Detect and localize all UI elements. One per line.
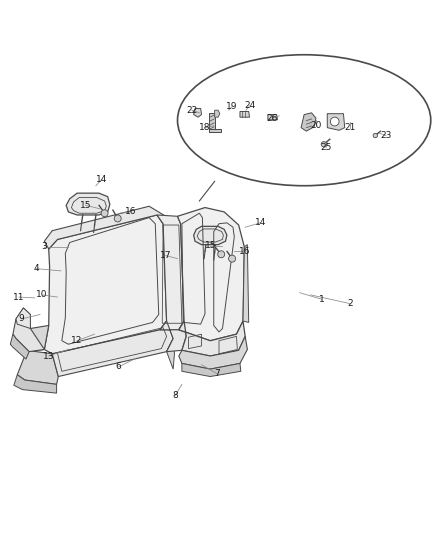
Polygon shape	[240, 111, 250, 117]
Text: 16: 16	[125, 207, 137, 216]
Text: 26: 26	[267, 114, 278, 123]
Polygon shape	[44, 206, 166, 249]
Polygon shape	[194, 227, 227, 245]
Polygon shape	[44, 215, 166, 354]
Polygon shape	[182, 364, 241, 376]
Text: 13: 13	[43, 351, 54, 360]
Circle shape	[101, 210, 108, 217]
Polygon shape	[215, 110, 220, 117]
Text: 10: 10	[36, 290, 48, 300]
Circle shape	[330, 117, 339, 126]
Text: 15: 15	[80, 201, 92, 210]
Circle shape	[218, 251, 225, 258]
Polygon shape	[28, 326, 49, 352]
Polygon shape	[16, 308, 30, 328]
Text: 18: 18	[199, 123, 211, 132]
Polygon shape	[209, 129, 221, 132]
Circle shape	[373, 133, 378, 138]
Text: 17: 17	[160, 251, 172, 260]
Text: 9: 9	[19, 314, 25, 324]
Text: 1: 1	[319, 295, 325, 304]
Polygon shape	[301, 113, 316, 131]
Text: 21: 21	[344, 123, 356, 132]
Polygon shape	[177, 207, 244, 341]
Text: 8: 8	[173, 391, 178, 400]
Text: 24: 24	[244, 101, 255, 110]
Circle shape	[114, 215, 121, 222]
Polygon shape	[157, 215, 184, 330]
Polygon shape	[17, 350, 58, 384]
Polygon shape	[327, 114, 345, 130]
Polygon shape	[11, 334, 29, 359]
Text: 11: 11	[13, 293, 25, 302]
Text: 23: 23	[380, 131, 392, 140]
Text: 6: 6	[116, 362, 121, 372]
Text: 4: 4	[34, 264, 39, 273]
Text: 15: 15	[205, 241, 216, 250]
Polygon shape	[268, 115, 278, 120]
Polygon shape	[52, 321, 173, 376]
Polygon shape	[66, 193, 110, 215]
Text: 25: 25	[320, 143, 332, 152]
Text: 14: 14	[255, 219, 266, 228]
Polygon shape	[14, 375, 57, 393]
Polygon shape	[179, 321, 245, 356]
Text: 7: 7	[214, 369, 220, 378]
Ellipse shape	[177, 55, 431, 185]
Text: 2: 2	[347, 299, 353, 308]
Text: 3: 3	[42, 243, 47, 252]
Polygon shape	[166, 338, 174, 369]
Circle shape	[321, 142, 326, 147]
Polygon shape	[209, 113, 215, 132]
Polygon shape	[160, 321, 186, 352]
Text: 19: 19	[226, 102, 238, 111]
Text: 14: 14	[96, 175, 108, 184]
Text: 22: 22	[186, 106, 198, 115]
Polygon shape	[13, 308, 44, 352]
Polygon shape	[179, 336, 247, 369]
Circle shape	[229, 255, 236, 262]
Polygon shape	[243, 245, 249, 322]
Text: 16: 16	[239, 247, 250, 256]
Text: 12: 12	[71, 336, 83, 345]
Polygon shape	[194, 108, 201, 117]
Text: 20: 20	[310, 122, 321, 131]
